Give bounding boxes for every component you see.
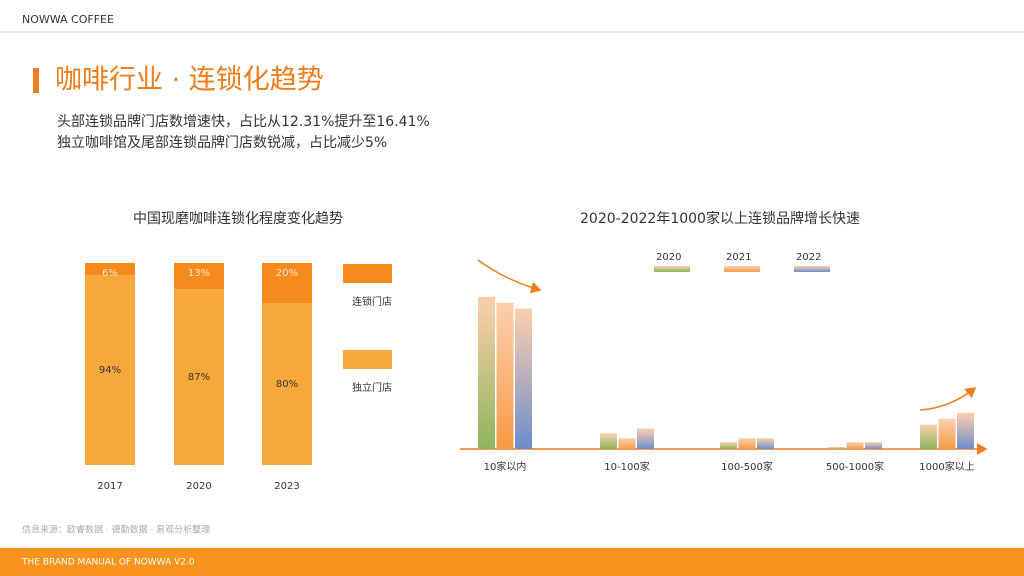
bar <box>920 424 937 449</box>
legend-label: 连锁门店 <box>352 295 392 308</box>
bar <box>478 296 495 449</box>
legend-swatch <box>794 266 830 272</box>
trend-arrow <box>477 259 542 294</box>
bar <box>618 438 636 449</box>
legend-label: 2022 <box>796 252 821 263</box>
data-label: 6% <box>102 268 118 279</box>
bar <box>738 438 756 449</box>
legend-swatch <box>343 350 392 369</box>
bar <box>600 433 617 449</box>
bar-segment <box>262 263 312 304</box>
data-label: 94% <box>99 365 121 376</box>
legend-label: 2020 <box>656 252 681 263</box>
legend-label: 独立门店 <box>352 381 392 394</box>
x-tick-label: 2020 <box>186 481 211 492</box>
bar <box>757 438 774 449</box>
bar-segment <box>262 303 312 465</box>
bar-segment <box>174 263 224 290</box>
title-accent <box>33 68 39 93</box>
data-label: 13% <box>188 268 210 279</box>
x-tick-label: 10-100家 <box>604 460 649 473</box>
bar <box>637 428 654 449</box>
bar <box>828 447 845 449</box>
bar <box>938 418 956 449</box>
legend-label: 2021 <box>726 252 751 263</box>
data-label: 80% <box>276 379 298 390</box>
legend-swatch <box>724 266 760 272</box>
subtitle: 头部连锁品牌门店数增速快，占比从12.31%提升至16.41% <box>57 113 430 130</box>
data-label: 20% <box>276 268 298 279</box>
title: 咖啡行业 · 连锁化趋势 <box>55 65 324 96</box>
bar-segment <box>85 263 135 276</box>
footer-band <box>0 548 1024 576</box>
bar <box>515 308 532 449</box>
trend-arrow <box>919 387 977 411</box>
bar <box>720 442 737 449</box>
x-tick-label: 10家以内 <box>484 460 527 473</box>
x-tick-label: 1000家以上 <box>919 460 974 473</box>
chart-title: 2020-2022年1000家以上连锁品牌增长快速 <box>580 210 860 227</box>
brand: NOWWA COFFEE <box>22 13 114 26</box>
data-label: 87% <box>188 372 210 383</box>
bar <box>957 412 974 449</box>
bar <box>846 442 864 449</box>
legend-swatch <box>343 264 392 283</box>
x-tick-label: 2023 <box>274 481 299 492</box>
bar-segment <box>174 289 224 465</box>
legend-swatch <box>654 266 690 272</box>
x-tick-label: 100-500家 <box>721 460 773 473</box>
bar <box>496 302 514 449</box>
x-tick-label: 500-1000家 <box>826 460 884 473</box>
footer: THE BRAND MANUAL OF NOWWA V2.0 <box>21 558 195 568</box>
x-tick-label: 2017 <box>97 481 122 492</box>
subtitle: 独立咖啡馆及尾部连锁品牌门店数锐减，占比减少5% <box>57 134 387 151</box>
bar-segment <box>85 275 135 465</box>
chart-title: 中国现磨咖啡连锁化程度变化趋势 <box>133 211 343 227</box>
source: 信息来源：欧睿数据 · 德勤数据 · 易观分析整理 <box>22 524 210 536</box>
bar <box>865 442 882 449</box>
